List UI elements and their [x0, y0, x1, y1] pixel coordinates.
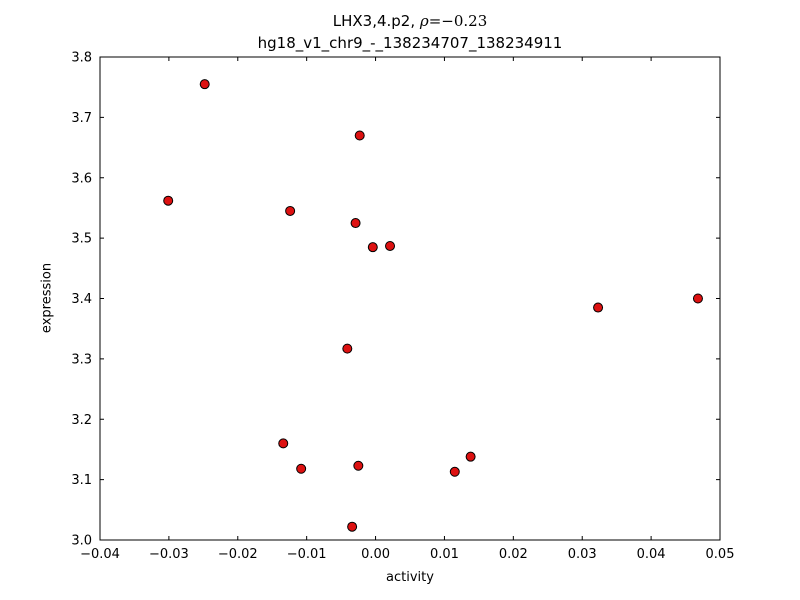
y-tick-label: 3.1 — [71, 473, 92, 488]
y-tick-label: 3.7 — [71, 111, 92, 126]
data-point — [350, 218, 361, 229]
y-tick-label: 3.3 — [71, 352, 92, 367]
axes-frame — [99, 56, 721, 541]
data-point — [385, 240, 396, 251]
x-tick-label: 0.01 — [430, 547, 459, 562]
x-tick-label: −0.04 — [80, 547, 120, 562]
y-tick-label: 3.2 — [71, 413, 92, 428]
x-tick-label: −0.03 — [149, 547, 189, 562]
y-tick-label: 3.4 — [71, 292, 92, 307]
chart-title: LHX3,4.p2, ρ=−0.23 — [333, 12, 488, 30]
x-tick-label: 0.03 — [568, 547, 597, 562]
x-tick-label: −0.01 — [287, 547, 327, 562]
chart-title-text: LHX3,4.p2, — [332, 12, 420, 30]
data-point — [296, 463, 307, 474]
data-point — [285, 205, 296, 216]
x-tick-label: 0.04 — [637, 547, 666, 562]
y-tick-label: 3.6 — [71, 171, 92, 186]
data-point — [354, 130, 365, 141]
data-point — [347, 521, 358, 532]
x-tick-label: 0.02 — [499, 547, 528, 562]
data-point — [278, 438, 289, 449]
x-tick-label: 0.00 — [361, 547, 390, 562]
y-tick-label: 3.5 — [71, 232, 92, 247]
rho-symbol: ρ — [419, 12, 429, 30]
data-point — [367, 242, 378, 253]
data-point — [465, 451, 476, 462]
data-point — [692, 293, 703, 304]
chart-subtitle: hg18_v1_chr9_-_138234707_138234911 — [257, 34, 563, 52]
x-axis-label: activity — [386, 570, 434, 585]
y-tick-label: 3.8 — [71, 51, 92, 66]
y-tick-label: 3.0 — [71, 534, 92, 549]
data-point — [199, 79, 210, 90]
data-point — [353, 460, 364, 471]
x-tick-label: −0.02 — [218, 547, 258, 562]
data-point — [593, 302, 604, 313]
data-point — [449, 466, 460, 477]
data-point — [163, 195, 174, 206]
data-point — [342, 343, 353, 354]
rho-value: =−0.23 — [428, 12, 488, 30]
x-tick-label: 0.05 — [706, 547, 735, 562]
